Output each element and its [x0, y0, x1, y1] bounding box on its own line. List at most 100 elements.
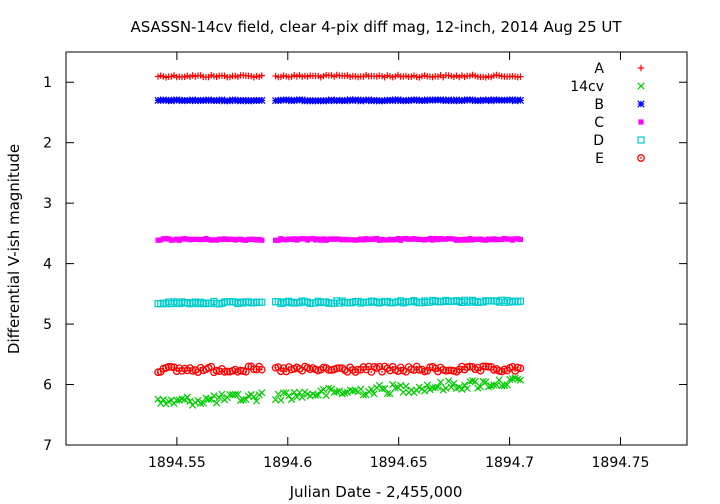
data-point [213, 237, 220, 243]
data-point [383, 389, 391, 398]
data-point [442, 384, 450, 392]
data-point [257, 365, 266, 374]
data-point [483, 237, 489, 243]
data-point [290, 388, 298, 396]
data-point [218, 390, 226, 398]
series-e [154, 362, 525, 377]
data-point [515, 236, 521, 242]
data-point [512, 236, 518, 242]
data-point [334, 236, 340, 242]
data-point [258, 389, 266, 397]
data-point [312, 237, 319, 243]
data-point [360, 237, 367, 243]
data-point [159, 395, 167, 404]
data-point [386, 390, 394, 398]
data-point [182, 236, 188, 242]
data-point [258, 298, 266, 306]
data-point [389, 380, 397, 389]
data-point [315, 236, 321, 242]
data-point [382, 237, 388, 243]
legend-label-c: C [594, 115, 604, 131]
x-axis-label: Julian Date - 2,455,000 [289, 483, 463, 501]
data-point [322, 391, 330, 400]
legend-marker-a [637, 64, 645, 72]
data-point [212, 399, 221, 407]
data-point [467, 236, 473, 242]
data-point [517, 73, 524, 80]
data-point [444, 377, 453, 385]
data-point [272, 237, 279, 243]
data-point [400, 236, 406, 242]
data-point [516, 376, 525, 384]
data-point [285, 392, 293, 400]
data-point [445, 236, 452, 242]
y-tick-label: 2 [43, 136, 52, 152]
y-tick-label: 7 [43, 438, 52, 454]
data-point [352, 237, 359, 243]
data-point [171, 237, 177, 243]
data-point [347, 237, 353, 243]
data-point [341, 389, 349, 397]
data-point [386, 96, 394, 104]
data-point [350, 237, 356, 243]
data-point [298, 96, 306, 104]
data-point [450, 379, 458, 388]
data-point [427, 235, 433, 242]
data-point [413, 96, 421, 104]
data-point [237, 236, 244, 242]
data-point [274, 390, 282, 398]
data-point-dot [397, 370, 399, 373]
data-point [240, 237, 246, 243]
data-point [491, 236, 497, 242]
legend-marker-d [637, 136, 645, 144]
data-point [226, 390, 234, 399]
legend-marker-e [637, 154, 645, 162]
data-point [279, 389, 288, 397]
data-point [304, 237, 311, 243]
data-point [291, 236, 297, 242]
data-point [160, 236, 166, 242]
data-point [469, 237, 476, 243]
data-point [468, 96, 477, 104]
data-point [391, 384, 399, 392]
legend-label-d: D [593, 133, 604, 149]
data-point [432, 235, 438, 242]
data-point [198, 237, 204, 243]
data-point [259, 237, 265, 243]
data-point [232, 237, 238, 243]
data-point [226, 97, 234, 105]
legend-marker-c [638, 119, 644, 125]
legend-label-b: B [594, 97, 604, 113]
data-point [464, 237, 470, 243]
chart-title: ASASSN-14cv field, clear 4-pix diff mag,… [130, 18, 622, 36]
data-point [439, 96, 447, 104]
data-point [403, 235, 409, 242]
data-point [173, 396, 181, 404]
data-point [327, 96, 336, 104]
data-point [298, 393, 306, 401]
data-point-dot [511, 365, 514, 368]
data-point-dot [437, 370, 439, 373]
data-point [224, 236, 230, 243]
data-point [501, 235, 508, 242]
data-point [186, 397, 194, 405]
data-point [384, 237, 390, 243]
y-tick-label: 6 [43, 378, 52, 394]
data-point [192, 236, 198, 242]
data-point [323, 237, 329, 243]
data-point [349, 96, 357, 105]
series-b [154, 96, 525, 105]
data-point [184, 236, 190, 242]
data-point [411, 236, 417, 242]
data-point [435, 237, 441, 243]
data-point [168, 237, 174, 243]
data-point [430, 237, 436, 243]
data-point [421, 387, 429, 395]
data-point [509, 237, 516, 243]
legend-label-a: A [594, 61, 604, 77]
data-point [163, 236, 169, 242]
data-point [389, 97, 397, 105]
data-point-dot [173, 366, 175, 369]
data-point [216, 236, 222, 242]
